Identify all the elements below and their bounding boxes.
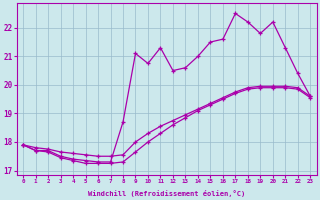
X-axis label: Windchill (Refroidissement éolien,°C): Windchill (Refroidissement éolien,°C)	[88, 190, 245, 197]
